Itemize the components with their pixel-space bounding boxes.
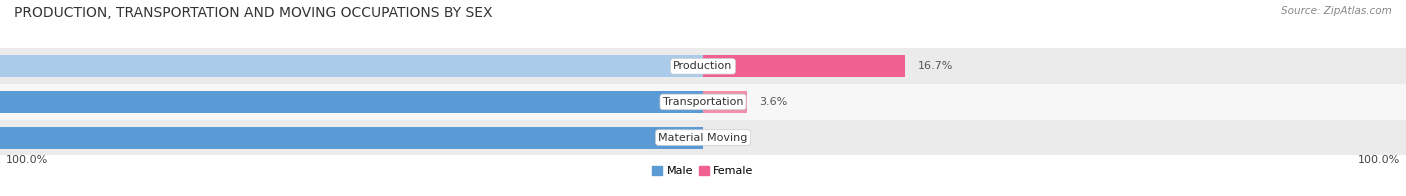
Text: 100.0%: 100.0% [1358, 155, 1400, 165]
Text: 3.6%: 3.6% [759, 97, 787, 107]
Text: Transportation: Transportation [662, 97, 744, 107]
Bar [703, 91, 747, 113]
Text: 100.0%: 100.0% [6, 155, 48, 165]
Text: 16.7%: 16.7% [918, 61, 953, 71]
Text: 0.0%: 0.0% [716, 132, 744, 142]
Text: Material Moving: Material Moving [658, 132, 748, 142]
Legend: Male, Female: Male, Female [652, 166, 754, 176]
Bar [0, 120, 1406, 155]
Bar [0, 84, 1406, 120]
Bar [703, 55, 905, 77]
Text: Source: ZipAtlas.com: Source: ZipAtlas.com [1281, 6, 1392, 16]
Bar [0, 91, 703, 113]
Bar [0, 55, 703, 77]
Text: PRODUCTION, TRANSPORTATION AND MOVING OCCUPATIONS BY SEX: PRODUCTION, TRANSPORTATION AND MOVING OC… [14, 6, 492, 20]
Bar [0, 48, 1406, 84]
Text: Production: Production [673, 61, 733, 71]
Bar [0, 126, 703, 149]
